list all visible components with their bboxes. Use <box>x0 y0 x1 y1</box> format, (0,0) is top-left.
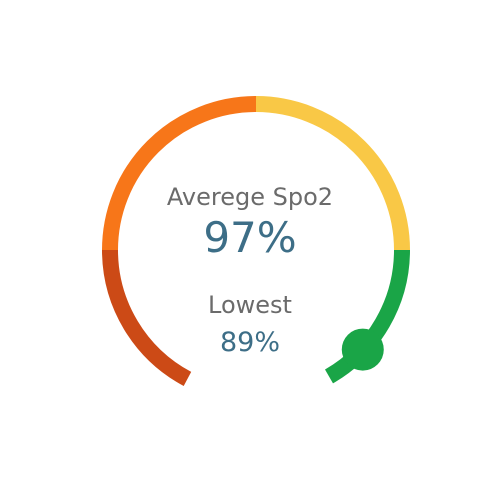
gauge-segment-yellow <box>255 96 410 251</box>
average-value: 97% <box>203 213 297 262</box>
gauge-segment-green <box>324 249 410 384</box>
lowest-label: Lowest <box>208 291 292 319</box>
gauge-segment-dark-orange <box>102 249 192 386</box>
gauge-segment-orange <box>102 96 257 251</box>
average-label: Averege Spo2 <box>166 183 334 211</box>
gauge-handle[interactable] <box>341 328 384 371</box>
lowest-value: 89% <box>219 327 280 358</box>
